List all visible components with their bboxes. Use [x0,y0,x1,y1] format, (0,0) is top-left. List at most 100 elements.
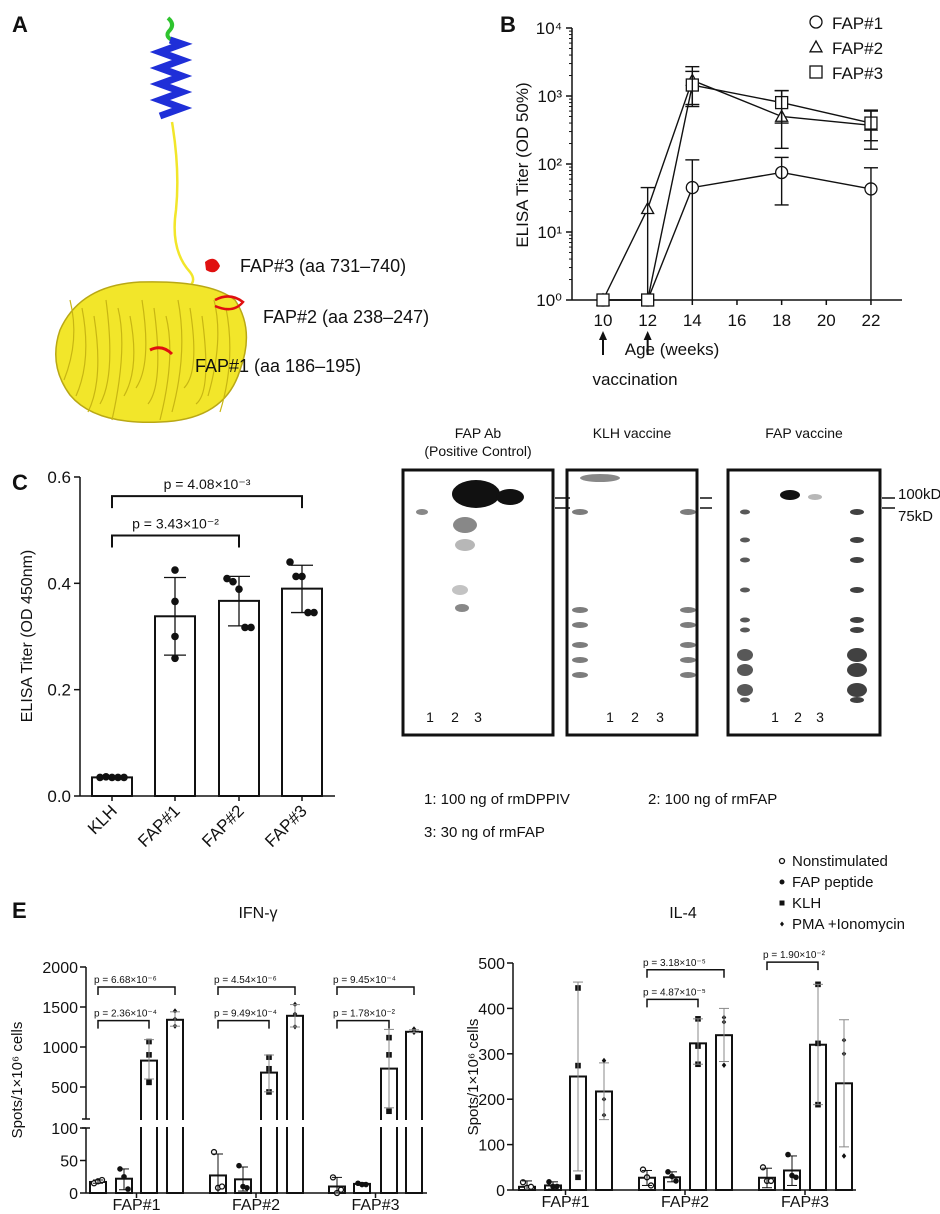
y-axis-label: ELISA Titer (OD 50%) [513,82,532,247]
y-tick-label: 0.4 [47,574,71,593]
y-tick-label: 0.0 [47,787,71,806]
significance-bracket [111,495,303,509]
y-tick-label: 400 [478,1001,505,1018]
vaccination-arrow-head [599,331,607,340]
ladder-band [572,607,588,613]
lane-label: 3 [474,709,482,725]
blot-title: FAP Ab [455,425,502,441]
epitope-label-fap1: FAP#1 (aa 186–195) [195,356,361,376]
n-terminal-tail [165,16,175,42]
ladder-band [416,509,428,515]
x-tick-label: FAP#1 [112,1197,160,1214]
bar-FAP#3-PMA +Ionomycin [405,1026,423,1195]
ladder-band [680,607,696,613]
x-tick-label: 14 [683,311,702,330]
y-axis-label: Spots/1×10⁶ cells [465,1019,482,1136]
blot-title: FAP vaccine [765,425,843,441]
data-point [125,1186,131,1192]
significance-bracket [646,969,725,978]
beta-sheet-strand [219,307,231,413]
data-point [673,1178,679,1184]
marker-label-100kd: 100kD [898,486,940,503]
ladder-band [737,664,753,676]
artifact-smear [580,474,620,482]
blot-frame [565,468,699,737]
significance-bracket [111,534,240,548]
data-point [218,1183,226,1190]
ladder-band [850,509,864,515]
p-value-label: p = 6.68×10⁻⁶ [94,975,157,986]
beta-sheet-strand [171,299,183,413]
x-tick-label: 10 [594,311,613,330]
significance-bracket [217,1019,270,1029]
epitope-fap3 [205,258,220,273]
beta-sheet-strand [135,299,147,389]
beta-sheet-strand [63,299,75,381]
y-tick-label: 100 [478,1138,505,1155]
legend-label: FAP peptide [792,874,873,891]
bar [166,1018,184,1194]
ladder-band [680,509,696,515]
ladder-band [680,672,696,678]
ladder-band [740,557,750,563]
ladder-band [740,509,750,515]
data-point [236,1162,242,1169]
data-point [363,1181,369,1188]
data-point [721,1062,727,1068]
lane-label: 3 [816,709,824,725]
bar-FAP#2-FAP peptide [663,1169,681,1191]
ladder-band [850,587,864,593]
y-tick-label: 500 [478,956,505,973]
p-value-label: p = 4.08×10⁻³ [164,476,251,492]
p-value-label: p = 3.43×10⁻² [132,515,219,531]
data-point [554,1183,560,1190]
lane-label: 1 [426,709,434,725]
data-point [386,1108,392,1115]
chart-title: IL-4 [669,905,697,922]
y-tick-label: 200 [478,1092,505,1109]
ladder-band [740,697,750,703]
fap-band [808,494,822,500]
data-point [146,1079,152,1086]
ladder-band [737,684,753,696]
epitope-fap1 [149,346,174,356]
y-tick-label: 10⁴ [536,19,562,38]
beta-sheet-strand [75,307,87,397]
blot-legend-item: 3: 30 ng of rmFAP [424,824,545,841]
panel-label: C [12,470,28,495]
p-value-label: p = 1.90×10⁻² [763,950,826,961]
lane-label: 1 [771,709,779,725]
data-point [793,1174,799,1181]
significance-bracket [97,1019,150,1029]
x-tick-label: FAP#2 [661,1194,709,1211]
series-line [603,171,872,301]
ladder-band [680,622,696,628]
blot-band [452,585,468,595]
data-point-square [641,293,655,307]
data-point [171,566,179,574]
ladder-band [850,617,864,623]
beta-sheet-strand [123,315,135,397]
y-axis-label: ELISA Titer (OD 450nm) [19,550,36,723]
y-tick-label: 0.2 [47,681,71,700]
legend-marker [778,857,786,865]
epitope-label-fap3: FAP#3 (aa 731–740) [240,256,406,276]
ladder-band [680,657,696,663]
vaccination-annotation: vaccination [592,370,677,389]
legend-label: FAP#2 [832,39,883,58]
ladder-band [572,622,588,628]
x-tick-label: KLH [84,801,121,838]
ladder-band [680,642,696,648]
y-tick-label: 100 [51,1121,78,1138]
fap-band [780,490,800,500]
ladder-band [572,509,588,515]
degradation-smear [455,539,475,551]
ladder-band [740,617,750,623]
legend-label: Nonstimulated [792,853,888,870]
stalk-region [170,121,195,294]
ladder-band [740,587,750,593]
significance-bracket [97,986,176,995]
marker-label-75kd: 75kD [898,508,933,525]
lane-label: 2 [794,709,802,725]
y-tick-label: 1000 [42,1040,78,1057]
